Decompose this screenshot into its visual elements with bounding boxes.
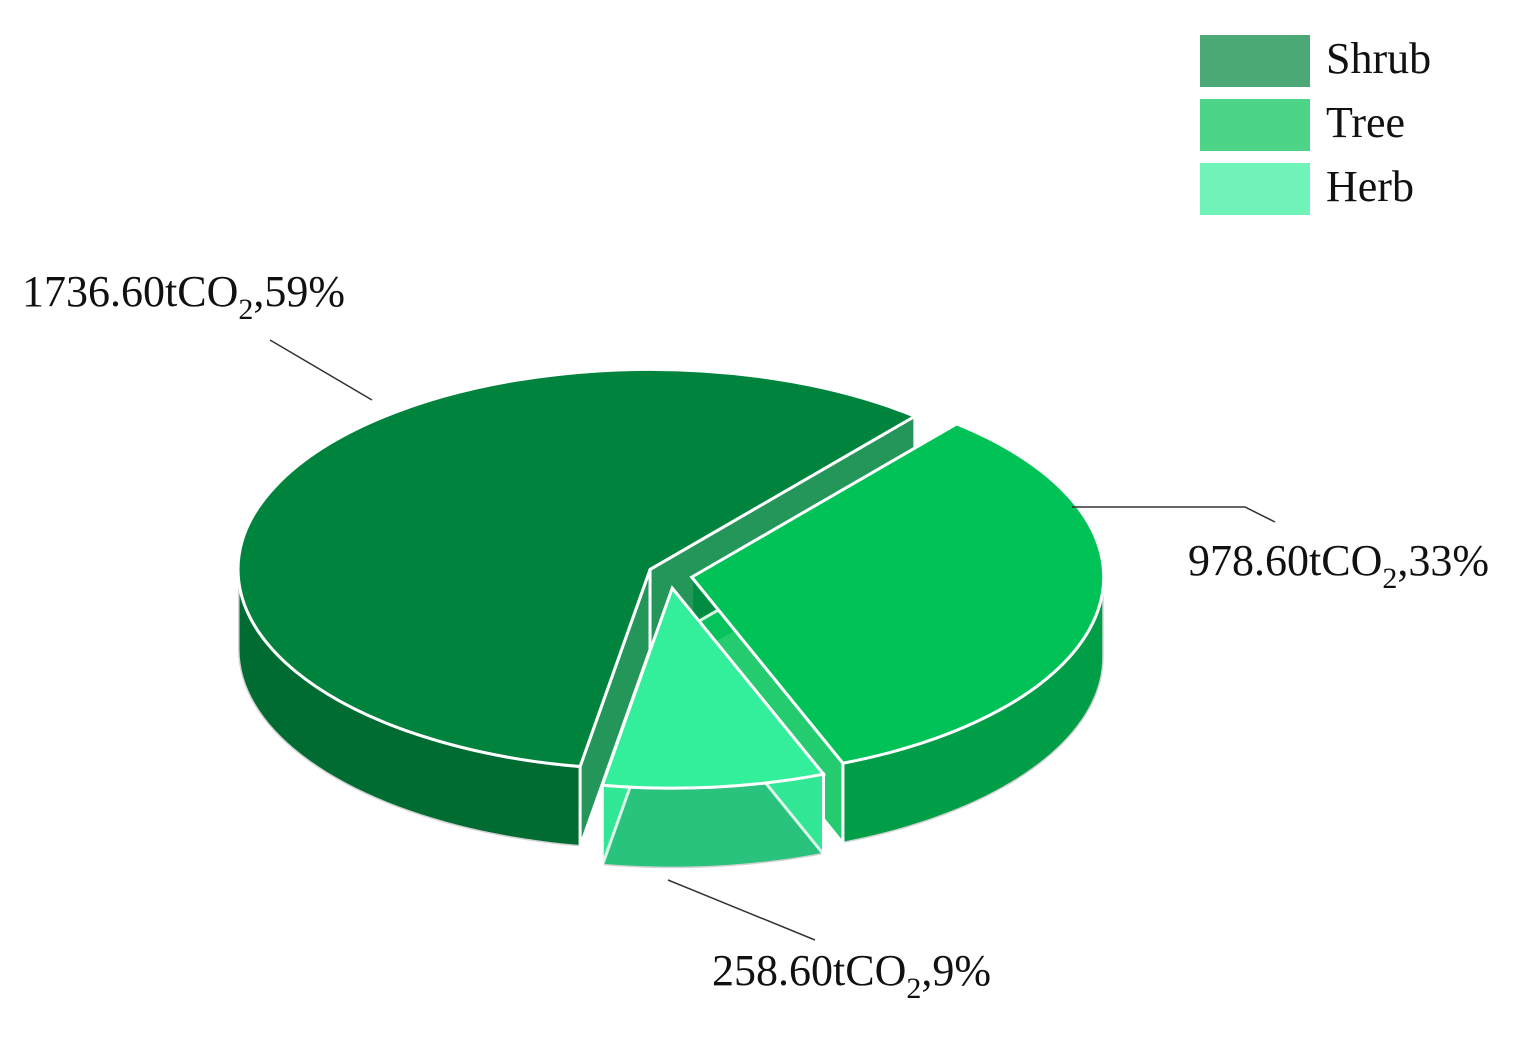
data-label: 258.60tCO2,9%: [712, 946, 991, 1005]
pie: [236, 367, 1106, 870]
slice: [600, 585, 827, 790]
data-labels: 1736.60tCO2,59% 978.60tCO2,33% 258.60tCO2,…: [22, 267, 1489, 1005]
legend-swatch: [1200, 99, 1310, 151]
leader-line: [1072, 506, 1276, 523]
slice: [689, 422, 1106, 765]
leader-line: [269, 339, 373, 401]
legend: Shrub Tree Herb: [1200, 34, 1431, 215]
slice: [236, 367, 919, 769]
top-faces: [236, 367, 1106, 790]
legend-label: Tree: [1326, 98, 1405, 147]
slice-shade: [238, 569, 581, 847]
data-label: 978.60tCO2,33%: [1188, 536, 1489, 595]
data-label: 1736.60tCO2,59%: [22, 267, 345, 326]
slice-shade: [842, 577, 1104, 844]
legend-swatch: [1200, 35, 1310, 87]
leader-line: [667, 879, 816, 941]
slice-shade: [602, 774, 824, 869]
legend-swatch: [1200, 163, 1310, 215]
legend-label: Herb: [1326, 162, 1414, 211]
legend-label: Shrub: [1326, 34, 1431, 83]
